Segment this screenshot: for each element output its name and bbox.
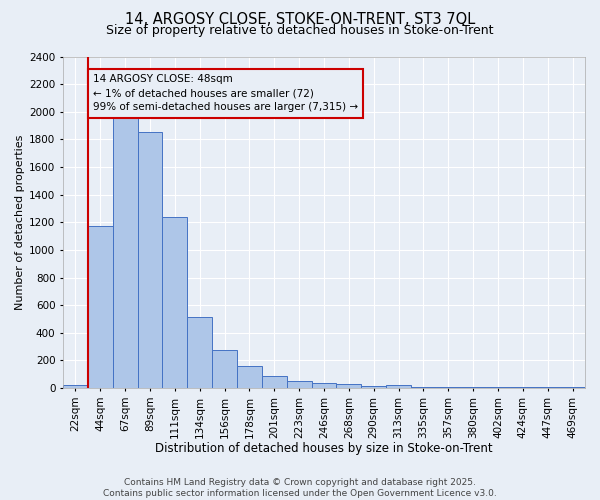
Bar bbox=[113, 118, 137, 388]
Y-axis label: Number of detached properties: Number of detached properties bbox=[15, 134, 25, 310]
Bar bbox=[262, 376, 287, 388]
Text: Size of property relative to detached houses in Stoke-on-Trent: Size of property relative to detached ho… bbox=[106, 24, 494, 37]
Bar bbox=[361, 386, 386, 388]
Bar bbox=[386, 386, 411, 388]
Bar bbox=[411, 386, 436, 388]
X-axis label: Distribution of detached houses by size in Stoke-on-Trent: Distribution of detached houses by size … bbox=[155, 442, 493, 455]
Bar bbox=[337, 384, 361, 388]
Bar bbox=[237, 366, 262, 388]
Text: 14 ARGOSY CLOSE: 48sqm
← 1% of detached houses are smaller (72)
99% of semi-deta: 14 ARGOSY CLOSE: 48sqm ← 1% of detached … bbox=[93, 74, 358, 112]
Bar bbox=[163, 217, 187, 388]
Bar bbox=[212, 350, 237, 388]
Bar bbox=[311, 382, 337, 388]
Text: Contains HM Land Registry data © Crown copyright and database right 2025.
Contai: Contains HM Land Registry data © Crown c… bbox=[103, 478, 497, 498]
Bar bbox=[63, 384, 88, 388]
Bar bbox=[187, 317, 212, 388]
Text: 14, ARGOSY CLOSE, STOKE-ON-TRENT, ST3 7QL: 14, ARGOSY CLOSE, STOKE-ON-TRENT, ST3 7Q… bbox=[125, 12, 475, 28]
Bar bbox=[88, 226, 113, 388]
Bar bbox=[287, 381, 311, 388]
Bar bbox=[137, 132, 163, 388]
